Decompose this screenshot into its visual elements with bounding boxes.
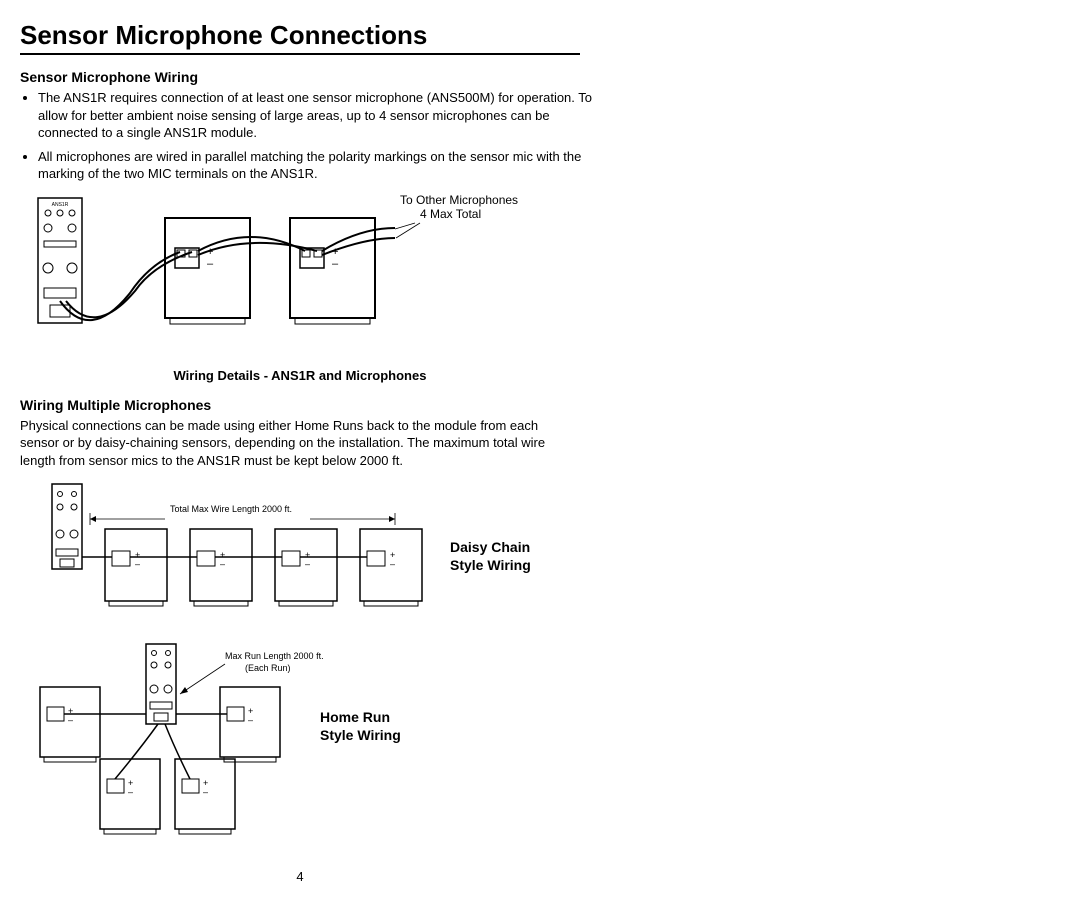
svg-text:–: – xyxy=(248,715,253,725)
svg-text:–: – xyxy=(135,559,140,569)
svg-text:–: – xyxy=(220,559,225,569)
diagram-daisy-chain: Total Max Wire Length 2000 ft. Daisy Cha… xyxy=(20,479,580,629)
svg-text:–: – xyxy=(203,787,208,797)
svg-text:–: – xyxy=(332,258,339,270)
svg-text:+: + xyxy=(332,246,338,258)
section1-bullets: The ANS1R requires connection of at leas… xyxy=(20,89,598,183)
svg-text:ANS1R: ANS1R xyxy=(52,202,69,208)
svg-text:–: – xyxy=(390,559,395,569)
section2-body: Physical connections can be made using e… xyxy=(20,417,580,470)
diagram1-caption: Wiring Details - ANS1R and Microphones xyxy=(100,368,500,383)
svg-text:–: – xyxy=(128,787,133,797)
svg-text:–: – xyxy=(207,258,214,270)
svg-text:–: – xyxy=(68,715,73,725)
bullet-item: All microphones are wired in parallel ma… xyxy=(38,148,598,183)
section2-heading: Wiring Multiple Microphones xyxy=(20,397,1060,413)
section1-heading: Sensor Microphone Wiring xyxy=(20,69,1060,85)
svg-text:–: – xyxy=(305,559,310,569)
diagram-home-run: Max Run Length 2000 ft. (Each Run) Home … xyxy=(20,639,580,839)
diagram-wiring-details: To Other Microphones 4 Max Total ANS1R +… xyxy=(20,193,580,358)
page-number: 4 xyxy=(20,869,580,884)
page-title: Sensor Microphone Connections xyxy=(20,20,580,55)
bullet-item: The ANS1R requires connection of at leas… xyxy=(38,89,598,142)
